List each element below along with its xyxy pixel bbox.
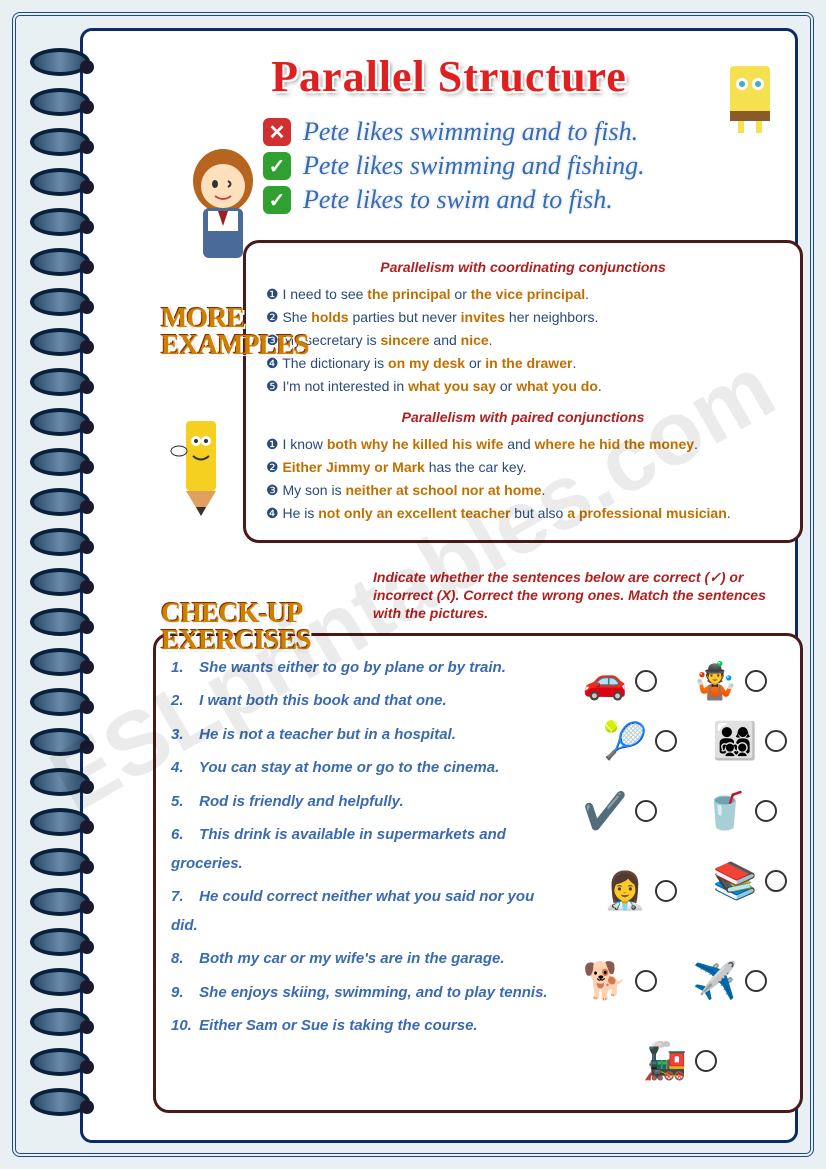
example-line: ❷ She holds parties but never invites he…: [266, 307, 780, 328]
clipart-icon: 🤹: [685, 654, 745, 709]
example-line: ❺ I'm not interested in what you say or …: [266, 376, 780, 397]
question-item: 9. She enjoys skiing, swimming, and to p…: [171, 979, 560, 1008]
match-circle[interactable]: [655, 880, 677, 902]
pencil-icon: [161, 401, 241, 531]
match-circle[interactable]: [695, 1050, 717, 1072]
clipart-icon: ✔️: [575, 784, 635, 839]
picture-item: 🚗: [575, 654, 657, 709]
intro-row-1: ✕ Pete likes swimming and to fish.: [263, 117, 765, 147]
match-circle[interactable]: [765, 870, 787, 892]
question-item: 4. You can stay at home or go to the cin…: [171, 754, 560, 783]
match-circle[interactable]: [655, 730, 677, 752]
clipart-icon: 🥤: [695, 784, 755, 839]
match-circle[interactable]: [765, 730, 787, 752]
paired-heading: Parallelism with paired conjunctions: [266, 407, 780, 428]
intro-text-2: Pete likes swimming and fishing.: [303, 151, 645, 181]
picture-item: ✔️: [575, 784, 657, 839]
question-list: 1. She wants either to go by plane or by…: [171, 654, 560, 1092]
clipart-icon: 🚗: [575, 654, 635, 709]
picture-item: 🎾: [595, 714, 677, 769]
example-line: ❶ I need to see the principal or the vic…: [266, 284, 780, 305]
spongebob-icon: [720, 56, 780, 136]
question-item: 2. I want both this book and that one.: [171, 687, 560, 716]
question-item: 6. This drink is available in supermarke…: [171, 821, 560, 878]
picture-item: 🥤: [695, 784, 777, 839]
question-item: 8. Both my car or my wife's are in the g…: [171, 945, 560, 974]
x-icon: ✕: [263, 118, 291, 146]
spiral-binding: for(let i=0;i<27;i++)document.write('<di…: [30, 48, 110, 1128]
example-line: ❸ My son is neither at school nor at hom…: [266, 480, 780, 501]
picture-item: 🐕: [575, 954, 657, 1009]
intro-text-1: Pete likes swimming and to fish.: [303, 117, 638, 147]
example-line: ❹ He is not only an excellent teacher bu…: [266, 503, 780, 524]
picture-item: 👨‍👩‍👧‍👦: [705, 714, 787, 769]
picture-item: 🤹: [685, 654, 767, 709]
more-examples-label: MoreExamples: [161, 306, 309, 359]
question-item: 7. He could correct neither what you sai…: [171, 883, 560, 940]
match-circle[interactable]: [745, 670, 767, 692]
page-title: Parallel Structure: [133, 51, 765, 102]
example-line: ❶ I know both why he killed his wife and…: [266, 434, 780, 455]
clipart-icon: 🎾: [595, 714, 655, 769]
clipart-icon: ✈️: [685, 954, 745, 1009]
checkup-label: Check-upExercises: [161, 601, 311, 654]
match-circle[interactable]: [745, 970, 767, 992]
notebook: for(let i=0;i<27;i++)document.write('<di…: [30, 28, 798, 1143]
intro-text-3: Pete likes to swim and to fish.: [303, 185, 613, 215]
picture-item: ✈️: [685, 954, 767, 1009]
clipart-icon: 🚂: [635, 1034, 695, 1089]
example-line: ❷ Either Jimmy or Mark has the car key.: [266, 457, 780, 478]
exercises-box: 1. She wants either to go by plane or by…: [153, 633, 803, 1113]
clipart-icon: 🐕: [575, 954, 635, 1009]
example-line: ❹ The dictionary is on my desk or in the…: [266, 353, 780, 374]
clipart-icon: 👨‍👩‍👧‍👦: [705, 714, 765, 769]
clipart-icon: 👩‍⚕️: [595, 864, 655, 919]
question-item: 5. Rod is friendly and helpfully.: [171, 788, 560, 817]
question-item: 1. She wants either to go by plane or by…: [171, 654, 560, 683]
picture-item: 📚: [705, 854, 787, 909]
coord-heading: Parallelism with coordinating conjunctio…: [266, 257, 780, 278]
instructions: Indicate whether the sentences below are…: [373, 568, 793, 623]
picture-item: 👩‍⚕️: [595, 864, 677, 919]
match-circle[interactable]: [635, 670, 657, 692]
clipart-icon: 📚: [705, 854, 765, 909]
picture-column: 🚗 🤹 🎾 👨‍👩‍👧‍👦 ✔️ 🥤 👩‍⚕️ 📚 🐕 ✈️ 🚂: [575, 654, 785, 1092]
example-line: ❸ My secretary is sincere and nice.: [266, 330, 780, 351]
intro-row-2: ✓ Pete likes swimming and fishing.: [263, 151, 765, 181]
match-circle[interactable]: [635, 800, 657, 822]
intro-row-3: ✓ Pete likes to swim and to fish.: [263, 185, 765, 215]
match-circle[interactable]: [755, 800, 777, 822]
question-item: 10. Either Sam or Sue is taking the cour…: [171, 1012, 560, 1041]
examples-box: Parallelism with coordinating conjunctio…: [243, 240, 803, 543]
paper: Parallel Structure ✕ Pete likes swimming…: [80, 28, 798, 1143]
question-item: 3. He is not a teacher but in a hospital…: [171, 721, 560, 750]
match-circle[interactable]: [635, 970, 657, 992]
picture-item: 🚂: [635, 1034, 717, 1089]
